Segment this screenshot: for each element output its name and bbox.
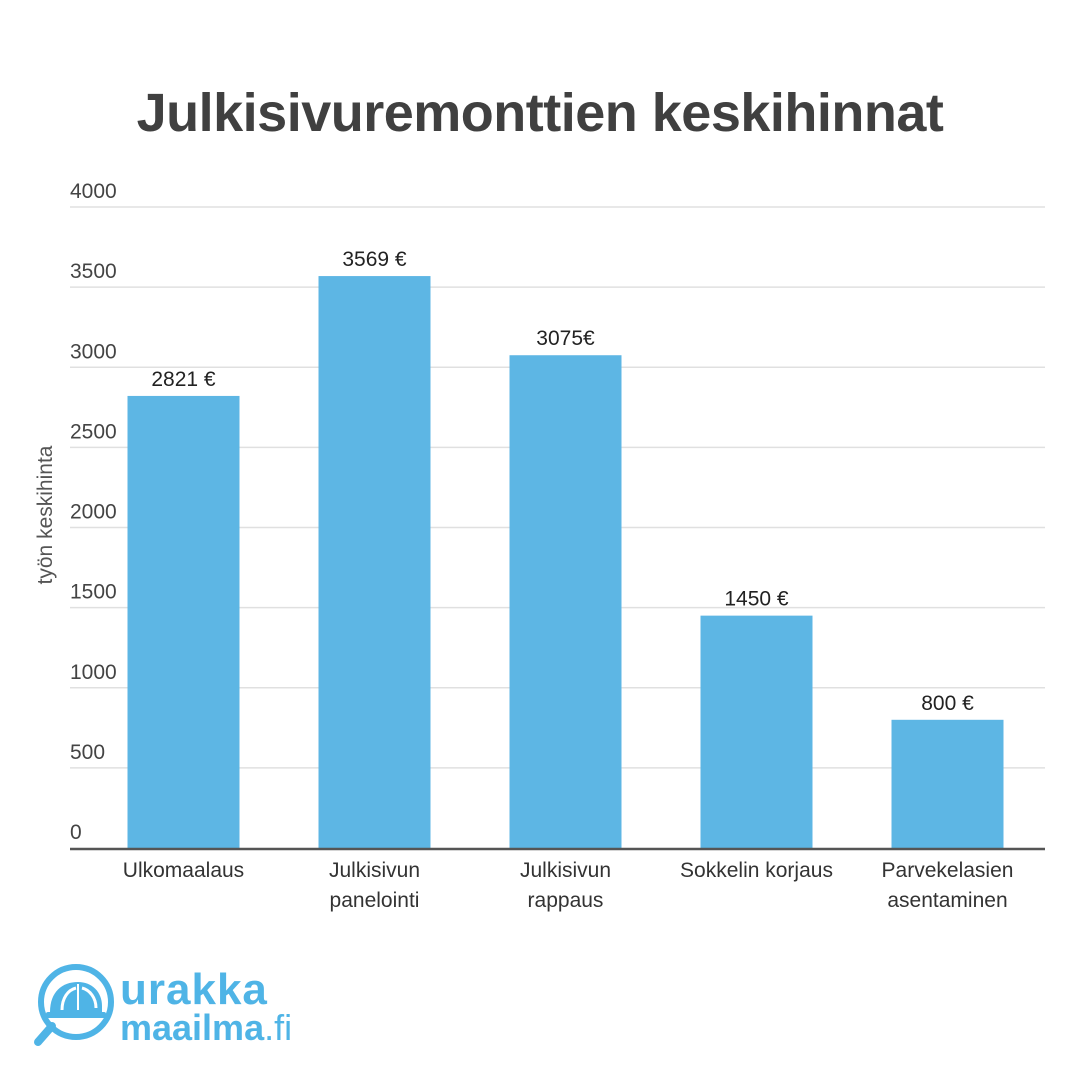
y-tick-label: 3500 <box>70 260 117 283</box>
data-labels: 2821 € 3569 € 3075€ 1450 € 800 € <box>151 248 974 715</box>
chart-title: Julkisivuremonttien keskihinnat <box>136 83 944 143</box>
x-axis-labels: Ulkomaalaus Julkisivun panelointi Julkisivu… <box>123 859 1014 912</box>
logo-tld: .fi <box>264 1007 293 1048</box>
y-tick-label: 1000 <box>70 661 117 684</box>
logo-line-1: urakka <box>120 965 268 1014</box>
y-tick-label: 500 <box>70 741 105 764</box>
x-tick-label: Julkisivun <box>329 859 420 882</box>
y-axis-title: työn keskihinta <box>34 445 57 584</box>
x-tick-label: panelointi <box>330 889 420 912</box>
x-tick-label: Parvekelasien <box>882 859 1014 882</box>
logo-wordmark: urakka maailma.fi <box>120 962 292 1046</box>
y-tick-label: 2000 <box>70 501 117 524</box>
bar <box>318 276 431 848</box>
bars <box>127 276 1004 848</box>
y-tick-label: 2500 <box>70 420 117 443</box>
x-tick-label: rappaus <box>528 889 604 912</box>
x-tick-label: asentaminen <box>887 889 1007 912</box>
x-tick-label: Julkisivun <box>520 859 611 882</box>
y-tick-label: 1500 <box>70 581 117 604</box>
bar <box>127 395 240 848</box>
data-label: 800 € <box>921 692 974 715</box>
brand-logo[interactable]: urakka maailma.fi <box>32 962 322 1052</box>
bar <box>509 355 622 848</box>
y-axis-ticks: 0 500 1000 1500 2000 2500 3000 3500 4000 <box>70 180 117 844</box>
y-tick-label: 0 <box>70 821 82 844</box>
y-tick-label: 3000 <box>70 340 117 363</box>
logo-line-2: maailma.fi <box>120 1010 292 1046</box>
x-tick-label: Ulkomaalaus <box>123 859 244 882</box>
logo-line-2-name: maailma <box>120 1007 265 1048</box>
bar <box>700 615 813 848</box>
data-label: 2821 € <box>151 368 216 391</box>
data-label: 1450 € <box>724 588 789 611</box>
hard-hat-magnifier-icon <box>34 964 114 1046</box>
data-label: 3569 € <box>342 248 407 271</box>
x-tick-label: Sokkelin korjaus <box>680 859 833 882</box>
bar <box>891 719 1004 848</box>
y-tick-label: 4000 <box>70 180 117 203</box>
data-label: 3075€ <box>536 327 595 350</box>
